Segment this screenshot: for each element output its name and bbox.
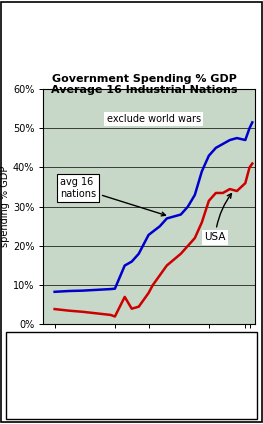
Text: Government Spending % GDP: Government Spending % GDP [52,74,237,84]
Text: Grandfather Economic Report: Grandfather Economic Report [33,339,230,352]
Text: USA: USA [204,194,231,242]
Text: exclude world wars: exclude world wars [107,114,201,124]
Text: http://grandfather-economic-report.com/: http://grandfather-economic-report.com/ [25,362,238,372]
Text: Average 16 Industrial Nations: Average 16 Industrial Nations [51,85,238,95]
Text: Data: IMF - Economist 12/97 - BEA: Data: IMF - Economist 12/97 - BEA [43,389,220,398]
Text: avg 16
nations: avg 16 nations [60,177,165,216]
Y-axis label: spending % GDP: spending % GDP [0,166,10,247]
